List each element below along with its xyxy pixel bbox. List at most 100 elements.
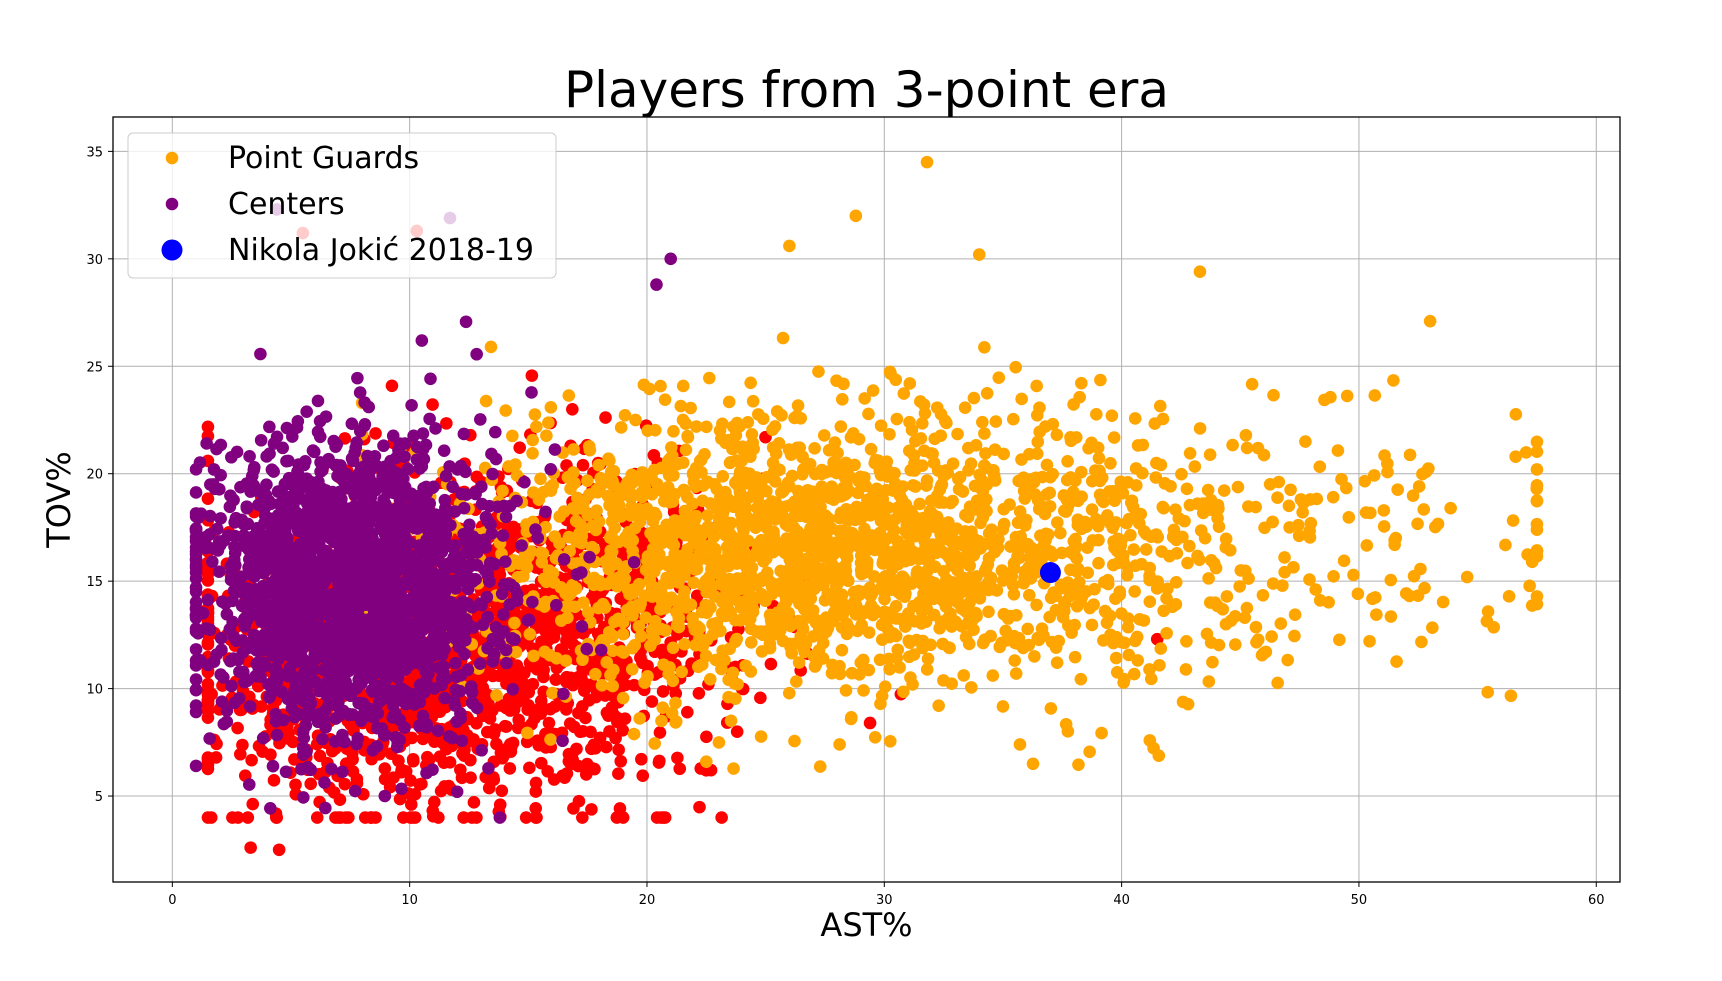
scatter-point (889, 373, 903, 387)
scatter-point (573, 526, 586, 540)
scatter-point (1340, 389, 1354, 403)
scatter-point (676, 379, 690, 393)
scatter-point (701, 475, 714, 489)
scatter-point (1499, 538, 1512, 552)
scatter-point (584, 725, 597, 739)
scatter-point (1163, 549, 1176, 563)
scatter-point (837, 377, 850, 391)
scatter-point (1069, 532, 1082, 546)
scatter-point (716, 470, 730, 483)
scatter-point (978, 633, 992, 646)
scatter-point (1046, 417, 1060, 431)
scatter-point (880, 455, 894, 468)
scatter-point (655, 594, 669, 608)
scatter-point (528, 408, 542, 421)
scatter-point (1257, 448, 1271, 462)
scatter-point (499, 404, 513, 417)
scatter-point (962, 463, 975, 477)
scatter-point (1416, 467, 1429, 481)
scatter-point (567, 443, 580, 456)
scatter-point (1009, 667, 1023, 680)
scatter-point (544, 733, 557, 746)
scatter-point (542, 416, 555, 430)
scatter-point (704, 601, 717, 615)
scatter-point (965, 681, 978, 694)
scatter-point (1389, 531, 1403, 545)
scatter-point (724, 456, 737, 469)
scatter-point (1313, 460, 1327, 473)
scatter-point (1043, 470, 1057, 484)
scatter-point (1040, 458, 1054, 472)
scatter-point (534, 546, 548, 560)
scatter-point (1204, 503, 1218, 516)
scatter-point (1178, 514, 1191, 528)
scatter-point (839, 503, 853, 516)
scatter-point (932, 699, 945, 713)
scatter-point (581, 606, 595, 619)
scatter-point (1175, 467, 1188, 481)
scatter-point (1089, 513, 1103, 526)
scatter-point (939, 600, 953, 613)
scatter-point (546, 478, 560, 492)
scatter-point (1109, 651, 1123, 665)
scatter-point (459, 315, 473, 329)
scatter-point (1423, 314, 1437, 328)
scatter-point (1066, 485, 1080, 499)
scatter-point (599, 411, 612, 424)
scatter-point (525, 369, 539, 382)
scatter-point (617, 564, 630, 577)
scatter-point (1129, 510, 1143, 523)
scatter-point (1239, 428, 1253, 442)
scatter-point (496, 484, 509, 498)
scatter-point (656, 701, 670, 714)
scatter-point (667, 424, 680, 438)
scatter-point (201, 694, 215, 707)
scatter-point (869, 453, 882, 467)
scatter-point (641, 670, 654, 683)
scatter-point (958, 401, 972, 415)
scatter-point (746, 394, 760, 408)
scatter-point (681, 705, 694, 719)
scatter-point (529, 785, 543, 798)
scatter-point (1030, 598, 1043, 612)
scatter-point (201, 762, 215, 776)
scatter-point (896, 685, 910, 699)
scatter-point (589, 690, 603, 704)
scatter-point (1384, 573, 1398, 587)
scatter-point (645, 695, 659, 708)
scatter-point (508, 616, 521, 630)
scatter-point (957, 669, 971, 682)
scatter-point (989, 415, 1003, 428)
scatter-point (1143, 663, 1156, 676)
scatter-point (1157, 501, 1170, 515)
scatter-point (786, 551, 799, 564)
scatter-point (492, 669, 506, 682)
scatter-point (1032, 502, 1046, 516)
scatter-point (942, 641, 956, 654)
scatter-point (739, 659, 752, 673)
scatter-point (840, 627, 854, 641)
scatter-point (658, 393, 672, 406)
scatter-point (1009, 530, 1023, 544)
scatter-point (1406, 489, 1420, 503)
scatter-point (201, 420, 215, 434)
scatter-point (902, 634, 916, 648)
scatter-point (818, 617, 831, 631)
scatter-point (997, 517, 1011, 531)
scatter-point (656, 578, 670, 592)
scatter-point (1231, 480, 1245, 494)
scatter-point (934, 429, 948, 442)
scatter-point (1193, 422, 1207, 435)
scatter-point (614, 673, 628, 686)
scatter-point (728, 677, 742, 690)
scatter-point (1156, 412, 1170, 426)
scatter-point (1059, 717, 1073, 731)
scatter-point (865, 529, 879, 542)
scatter-point (830, 580, 843, 593)
scatter-point (826, 658, 839, 672)
scatter-point (576, 811, 589, 824)
scatter-point (914, 432, 928, 445)
scatter-point (426, 398, 439, 411)
scatter-point (1509, 450, 1522, 463)
scatter-point (616, 691, 630, 705)
